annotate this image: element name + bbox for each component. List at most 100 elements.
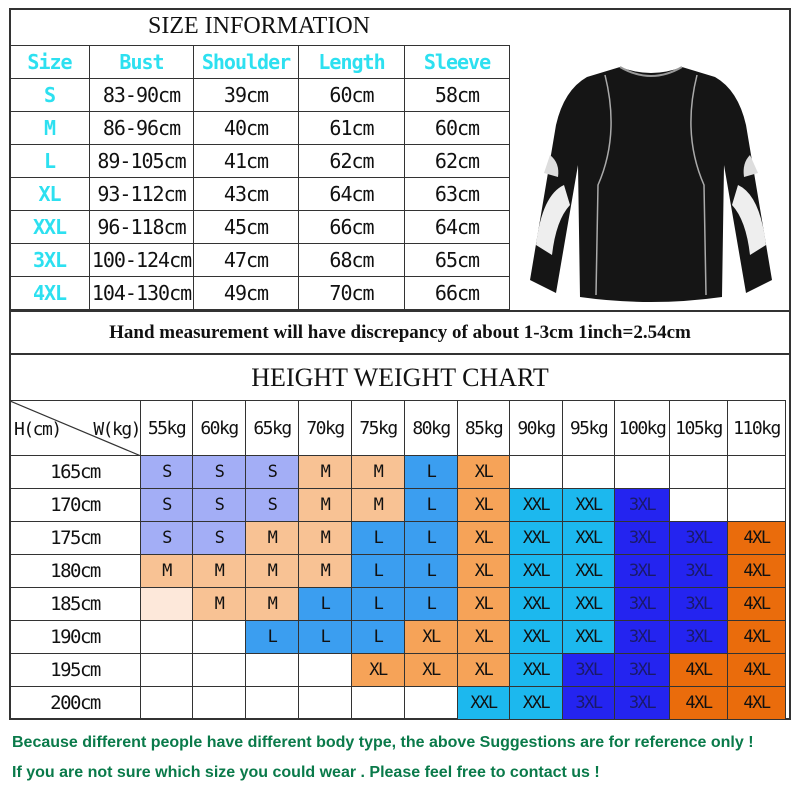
height-row: 175cm S S M M L L XL XXL XXL 3XL 3XL 4XL: [9, 521, 786, 555]
weight-header: 75kg: [351, 400, 405, 456]
height-row: 195cm XL XL XL XXL 3XL 3XL 4XL 4XL: [9, 653, 786, 687]
height-label: 180cm: [9, 554, 141, 588]
size-cell: [562, 455, 615, 489]
weight-header: 85kg: [457, 400, 510, 456]
cell-bust: 104-130cm: [89, 276, 194, 310]
cell-shoulder: 41cm: [193, 144, 299, 178]
size-cell: [351, 686, 405, 720]
size-cell: 3XL: [562, 653, 615, 687]
size-cell: M: [245, 587, 299, 621]
cell-bust: 86-96cm: [89, 111, 194, 145]
size-cell: [404, 686, 458, 720]
size-row: 4XL 104-130cm 49cm 70cm 66cm: [9, 276, 510, 310]
cell-length: 60cm: [298, 78, 405, 112]
cell-shoulder: 39cm: [193, 78, 299, 112]
size-cell: 4XL: [727, 587, 786, 621]
cell-size: L: [9, 144, 90, 178]
size-cell: XL: [457, 587, 510, 621]
size-cell: L: [404, 488, 458, 522]
size-cell: M: [140, 554, 193, 588]
weight-header: 60kg: [192, 400, 246, 456]
height-weight-table: H(cm) W(kg) 55kg 60kg 65kg 70kg 75kg 80kg 85kg…: [9, 400, 786, 720]
size-cell: [298, 653, 352, 687]
size-cell: XXL: [509, 653, 563, 687]
size-cell: M: [351, 488, 405, 522]
size-cell: XXL: [562, 554, 615, 588]
cell-size: 4XL: [9, 276, 90, 310]
height-row: 170cm S S S M M L XL XXL XXL 3XL: [9, 488, 786, 522]
size-row: L 89-105cm 41cm 62cm 62cm: [9, 144, 510, 178]
height-label: 170cm: [9, 488, 141, 522]
size-cell: 3XL: [614, 686, 670, 720]
size-cell: XXL: [509, 554, 563, 588]
cell-shoulder: 40cm: [193, 111, 299, 145]
size-cell: XL: [404, 620, 458, 654]
size-cell: XXL: [509, 488, 563, 522]
size-cell: L: [404, 521, 458, 555]
size-cell: 4XL: [727, 620, 786, 654]
height-row: 165cm S S S M M L XL: [9, 455, 786, 489]
size-cell: M: [192, 587, 246, 621]
size-cell: M: [192, 554, 246, 588]
weight-header: 90kg: [509, 400, 563, 456]
cell-size: XXL: [9, 210, 90, 244]
size-cell: L: [404, 554, 458, 588]
size-cell: L: [404, 587, 458, 621]
header-sleeve: Sleeve: [404, 45, 510, 79]
cell-bust: 89-105cm: [89, 144, 194, 178]
size-cell: S: [140, 488, 193, 522]
size-cell: [727, 455, 786, 489]
size-cell: XL: [351, 653, 405, 687]
size-cell: 4XL: [727, 521, 786, 555]
size-cell: M: [298, 554, 352, 588]
size-cell: [509, 455, 563, 489]
size-cell: [727, 488, 786, 522]
cell-size: 3XL: [9, 243, 90, 277]
cell-length: 70cm: [298, 276, 405, 310]
cell-shoulder: 45cm: [193, 210, 299, 244]
size-cell: 3XL: [669, 620, 728, 654]
size-cell: L: [351, 620, 405, 654]
height-row: 190cm L L L XL XL XXL XXL 3XL 3XL 4XL: [9, 620, 786, 654]
size-cell: L: [404, 455, 458, 489]
product-image: [509, 45, 791, 310]
header-size: Size: [9, 45, 90, 79]
header-bust: Bust: [89, 45, 194, 79]
size-cell: M: [245, 554, 299, 588]
size-cell: M: [298, 521, 352, 555]
height-row: 200cm XXL XXL 3XL 3XL 4XL 4XL: [9, 686, 786, 720]
cell-size: M: [9, 111, 90, 145]
size-cell: [245, 686, 299, 720]
size-cell: 3XL: [562, 686, 615, 720]
cell-sleeve: 58cm: [404, 78, 510, 112]
size-cell: XXL: [509, 587, 563, 621]
height-label: 185cm: [9, 587, 141, 621]
size-cell: XL: [404, 653, 458, 687]
size-cell: 3XL: [614, 620, 670, 654]
size-cell: [140, 587, 193, 621]
cell-shoulder: 49cm: [193, 276, 299, 310]
height-label: 195cm: [9, 653, 141, 687]
weight-header: 70kg: [298, 400, 352, 456]
size-cell: XL: [457, 620, 510, 654]
weight-header: 110kg: [727, 400, 786, 456]
size-cell: XL: [457, 455, 510, 489]
size-cell: 4XL: [669, 653, 728, 687]
cell-sleeve: 65cm: [404, 243, 510, 277]
cell-bust: 83-90cm: [89, 78, 194, 112]
size-info-title: SIZE INFORMATION: [148, 13, 370, 39]
cell-sleeve: 62cm: [404, 144, 510, 178]
cell-size: S: [9, 78, 90, 112]
cell-shoulder: 43cm: [193, 177, 299, 211]
corner-height-label: H(cm): [14, 419, 62, 440]
size-row: M 86-96cm 40cm 61cm 60cm: [9, 111, 510, 145]
corner-cell: H(cm) W(kg): [9, 400, 141, 456]
weight-header: 65kg: [245, 400, 299, 456]
size-cell: S: [192, 488, 246, 522]
size-cell: L: [351, 587, 405, 621]
size-cell: L: [351, 521, 405, 555]
cell-sleeve: 63cm: [404, 177, 510, 211]
size-cell: 3XL: [614, 521, 670, 555]
size-cell: 4XL: [669, 686, 728, 720]
cell-length: 64cm: [298, 177, 405, 211]
